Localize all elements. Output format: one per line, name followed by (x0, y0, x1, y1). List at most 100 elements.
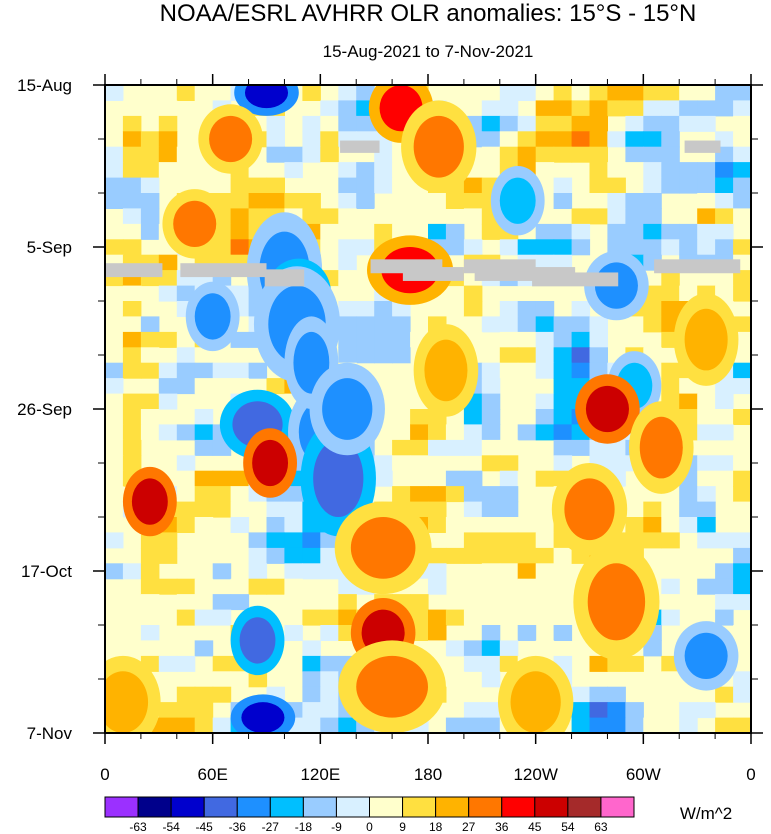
field-cell (284, 146, 303, 163)
field-cell (535, 285, 555, 302)
chart-title: NOAA/ESRL AVHRR OLR anomalies: 15°S - 15… (160, 0, 697, 27)
field-cell (481, 223, 501, 240)
field-cell (302, 85, 321, 101)
field-cell (661, 223, 680, 240)
field-cell (463, 424, 483, 441)
field-cell (697, 177, 716, 194)
field-cell (715, 470, 734, 487)
field-cell (733, 208, 751, 225)
field-cell (140, 594, 160, 611)
field-cell (481, 578, 501, 595)
field-cell (679, 717, 698, 733)
field-cell (158, 254, 178, 271)
colorbar-label: 18 (429, 820, 443, 834)
x-tick-label: 60W (626, 765, 661, 784)
field-cell (553, 455, 573, 472)
field-cell (284, 517, 303, 533)
field-cell (445, 470, 465, 487)
field-cell (338, 239, 357, 256)
field-cell (643, 85, 662, 101)
field-cell (589, 686, 608, 703)
positive-anomaly (510, 671, 561, 733)
field-cell (553, 85, 573, 101)
field-cell (194, 609, 214, 626)
field-cell (481, 424, 501, 441)
colorbar-swatch (335, 796, 370, 818)
field-cell (535, 640, 555, 657)
field-cell (535, 470, 555, 487)
field-cell (589, 162, 608, 179)
field-cell (481, 594, 501, 611)
field-cell (499, 470, 519, 487)
field-cell (302, 686, 321, 703)
field-cell (105, 162, 124, 179)
field-cell (463, 609, 483, 626)
field-cell (715, 686, 734, 703)
field-cell (158, 85, 178, 101)
field-cell (715, 100, 734, 117)
field-cell (105, 424, 124, 441)
positive-anomaly (350, 517, 416, 579)
field-cell (230, 223, 250, 240)
field-cell (302, 563, 321, 580)
field-cell (643, 162, 662, 179)
field-cell (517, 517, 537, 533)
colorbar-swatch (236, 796, 271, 818)
field-cell (589, 85, 608, 101)
field-cell (266, 193, 285, 209)
x-axis: 0 60E 120E 180 120W 60W 0 (100, 74, 756, 784)
field-cell (643, 532, 662, 549)
positive-anomaly (684, 308, 728, 371)
field-cell (445, 424, 465, 441)
field-cell (589, 193, 608, 209)
field-cell (553, 254, 573, 271)
field-cell (625, 702, 644, 719)
field-cell (481, 717, 501, 733)
negative-anomaly (313, 439, 364, 517)
field-cell (661, 270, 680, 287)
field-cell (517, 625, 537, 641)
field-cell (320, 532, 339, 549)
field-cell (499, 146, 519, 163)
field-cell (517, 578, 537, 595)
field-cell (194, 486, 214, 503)
field-cell (230, 378, 250, 395)
field-cell (105, 486, 124, 503)
field-cell (230, 362, 250, 379)
field-cell (661, 671, 680, 688)
field-cell (499, 131, 519, 148)
field-cell (481, 393, 501, 410)
field-cell (481, 547, 501, 564)
field-cell (338, 594, 357, 611)
field-cell (392, 439, 411, 456)
field-cell (535, 100, 555, 117)
field-cell (499, 301, 519, 317)
field-cell (105, 177, 124, 194)
field-cell (140, 162, 160, 179)
field-cell (266, 378, 285, 395)
field-cell (230, 470, 250, 487)
field-cell (589, 439, 608, 456)
field-cell (302, 146, 321, 163)
field-cell (158, 162, 178, 179)
field-cell (266, 578, 285, 595)
field-cell (697, 208, 716, 225)
positive-anomaly (173, 200, 217, 247)
field-cell (553, 316, 573, 333)
field-cell (589, 702, 608, 719)
field-cell (607, 208, 626, 225)
field-cell (535, 578, 555, 595)
colorbar-swatch (203, 796, 238, 818)
field-cell (733, 162, 751, 179)
field-cell (105, 563, 124, 580)
field-cell (320, 547, 339, 564)
field-cell (715, 223, 734, 240)
field-cell (733, 85, 751, 101)
field-cell (194, 517, 214, 533)
field-cell (284, 486, 303, 503)
field-cell (733, 270, 751, 287)
field-cell (410, 193, 429, 209)
field-cell (356, 193, 375, 209)
field-cell (356, 115, 375, 132)
field-cell (697, 501, 716, 518)
